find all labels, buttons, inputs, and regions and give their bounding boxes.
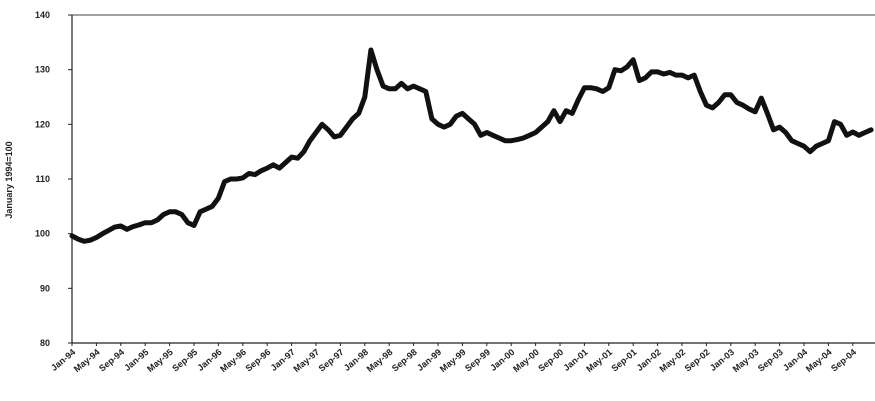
x-tick-label: May-98 — [365, 347, 395, 374]
x-tick-label: Sep-94 — [97, 347, 126, 374]
y-tick-label: 90 — [40, 283, 50, 293]
x-tick-label: Sep-95 — [170, 347, 199, 374]
x-tick-label: Sep-00 — [536, 347, 565, 374]
y-tick-label: 130 — [35, 65, 50, 75]
x-tick-label: May-04 — [804, 347, 834, 374]
x-tick-label: Sep-99 — [463, 347, 492, 374]
x-tick-label: May-03 — [731, 347, 761, 374]
y-axis-label: January 1994=100 — [4, 141, 14, 218]
x-tick-label: May-01 — [584, 347, 614, 374]
x-tick-label: Sep-01 — [609, 347, 638, 374]
x-tick-label: Sep-98 — [390, 347, 419, 374]
y-tick-label: 80 — [40, 338, 50, 348]
y-tick-label: 100 — [35, 229, 50, 239]
y-tick-label: 140 — [35, 10, 50, 20]
x-tick-label: Sep-96 — [243, 347, 272, 374]
x-tick-label: Sep-04 — [829, 347, 858, 374]
y-tick-label: 110 — [35, 174, 50, 184]
y-tick-label: 120 — [35, 119, 50, 129]
x-tick-label: Sep-97 — [317, 347, 346, 374]
x-tick-label: May-97 — [291, 347, 321, 374]
line — [69, 47, 874, 244]
x-tick-label: Sep-03 — [756, 347, 785, 374]
x-tick-label: May-99 — [438, 347, 468, 374]
x-tick-label: May-00 — [511, 347, 541, 374]
x-tick-label: May-02 — [657, 347, 687, 374]
x-tick-label: Sep-02 — [683, 347, 712, 374]
x-tick-label: May-96 — [218, 347, 248, 374]
x-tick-label: May-94 — [72, 347, 102, 374]
x-tick-label: May-95 — [145, 347, 175, 374]
